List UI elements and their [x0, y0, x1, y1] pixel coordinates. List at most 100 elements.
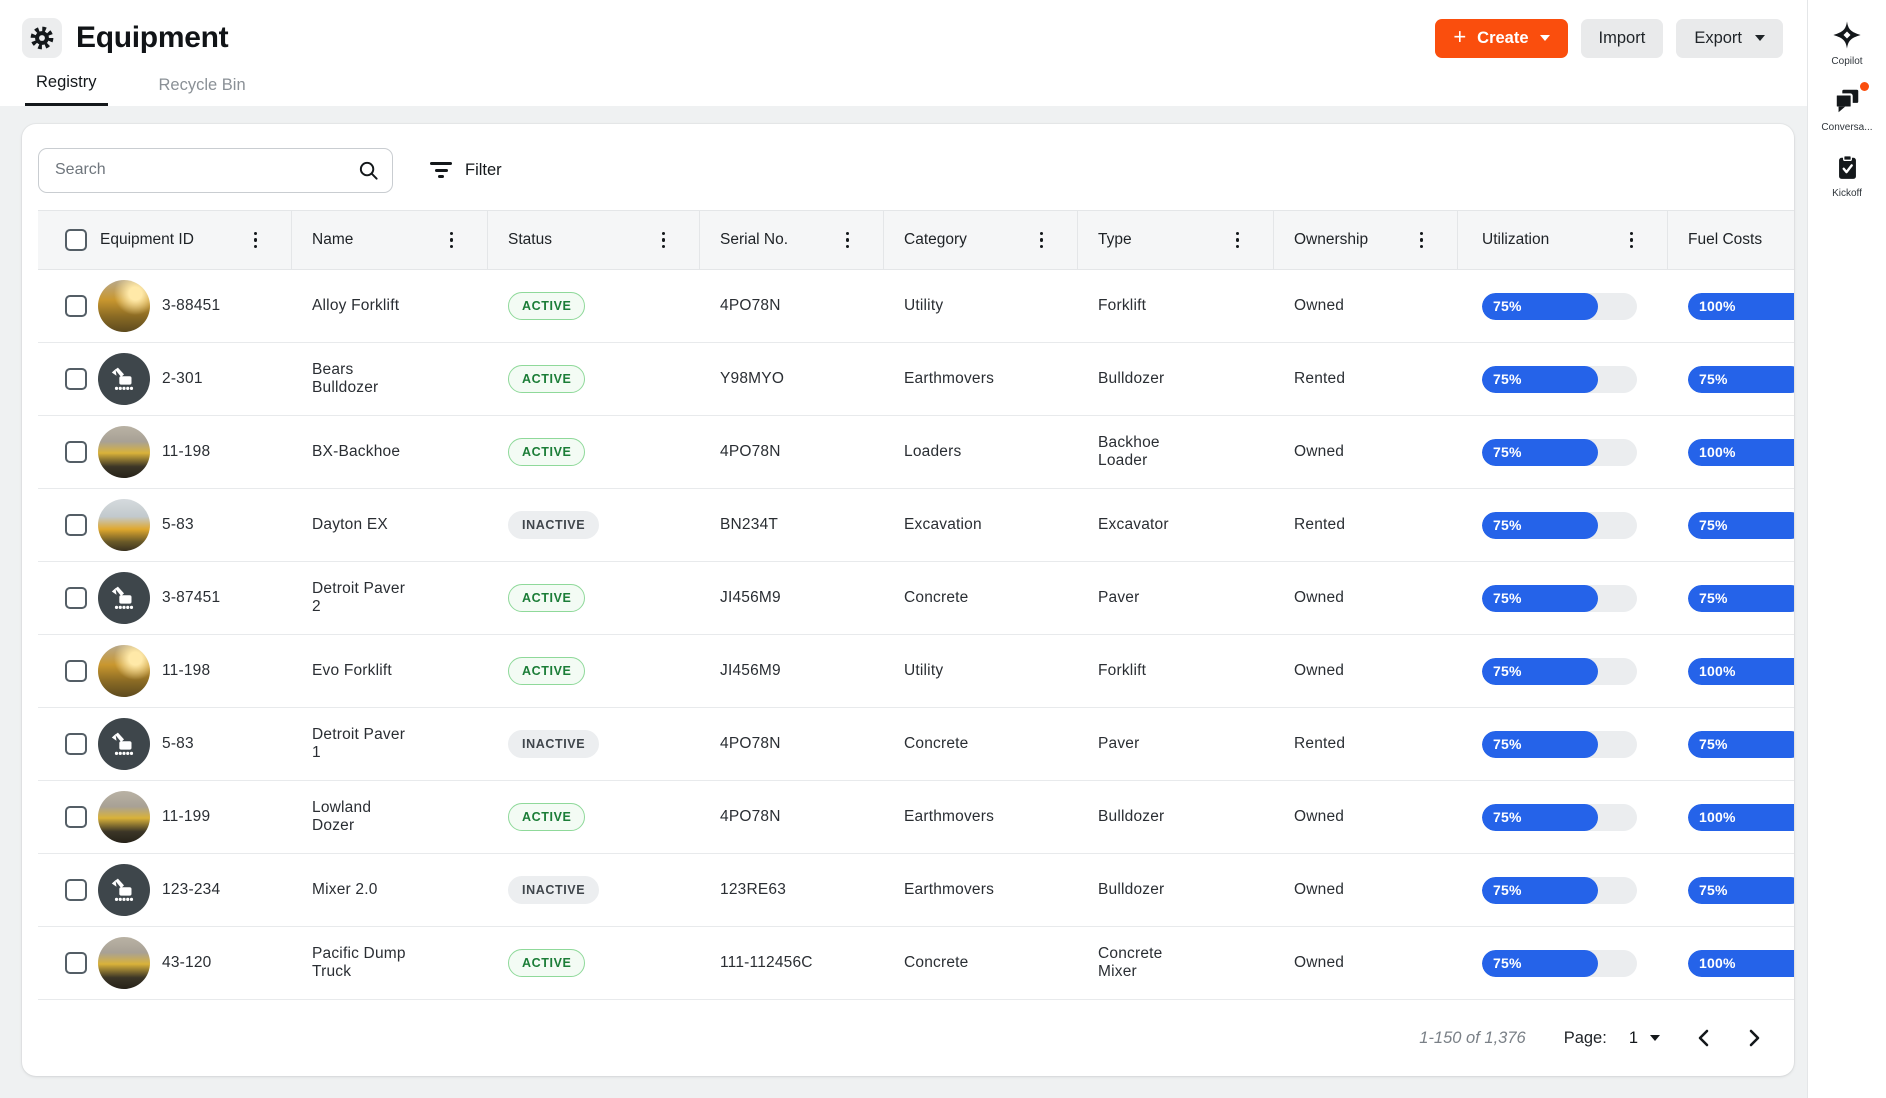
type-value: Bulldozer — [1098, 369, 1165, 387]
column-menu-icon[interactable] — [1036, 228, 1048, 253]
equipment-name: Detroit Paver 2 — [312, 579, 406, 615]
tab-bar: Registry Recycle Bin — [0, 64, 1807, 106]
filter-button[interactable]: Filter — [429, 161, 502, 180]
plus-icon: + — [1453, 24, 1467, 49]
fuel-costs-value: 100% — [1699, 809, 1736, 825]
rail-item-copilot[interactable]: Copilot — [1809, 20, 1885, 67]
row-checkbox[interactable] — [65, 806, 87, 828]
ownership-value: Owned — [1294, 954, 1345, 971]
chevron-left-icon — [1698, 1029, 1709, 1047]
equipment-thumbnail — [98, 353, 150, 405]
column-header-fuel-costs: Fuel Costs — [1668, 211, 1794, 269]
row-checkbox[interactable] — [65, 660, 87, 682]
table-row[interactable]: 5-83 Detroit Paver 1 INACTIVE 4PO78N Con… — [38, 708, 1794, 781]
content-area: Filter Equipment ID Name — [0, 106, 1807, 1098]
rail-item-conversations[interactable]: Conversa... — [1809, 82, 1885, 133]
utilization-bar: 75% — [1482, 292, 1637, 320]
column-menu-icon[interactable] — [1232, 228, 1244, 253]
equipment-thumbnail — [98, 937, 150, 989]
category-value: Utility — [904, 297, 944, 314]
column-header-serial: Serial No. — [700, 211, 884, 269]
column-menu-icon[interactable] — [446, 228, 458, 253]
row-checkbox[interactable] — [65, 879, 87, 901]
type-value: Bulldozer — [1098, 880, 1165, 898]
tab-registry[interactable]: Registry — [25, 73, 108, 106]
column-menu-icon[interactable] — [1626, 228, 1638, 253]
tab-recycle-bin[interactable]: Recycle Bin — [158, 76, 246, 94]
registry-card: Filter Equipment ID Name — [22, 124, 1794, 1076]
fuel-costs-value: 100% — [1699, 298, 1736, 314]
create-button[interactable]: + Create — [1435, 18, 1568, 58]
fuel-costs-bar: 75% — [1688, 584, 1794, 612]
fuel-costs-bar: 100% — [1688, 292, 1794, 320]
utilization-bar: 75% — [1482, 730, 1637, 758]
import-button[interactable]: Import — [1580, 18, 1664, 58]
status-badge: INACTIVE — [508, 876, 600, 904]
utilization-bar: 75% — [1482, 511, 1637, 539]
equipment-id: 11-198 — [162, 662, 211, 679]
filter-icon — [429, 162, 453, 178]
equipment-name: Dayton EX — [312, 515, 388, 533]
status-badge: ACTIVE — [508, 365, 586, 393]
category-value: Loaders — [904, 443, 962, 460]
row-checkbox[interactable] — [65, 587, 87, 609]
status-badge: ACTIVE — [508, 438, 586, 466]
fuel-costs-bar: 75% — [1688, 511, 1794, 539]
rail-item-kickoff[interactable]: Kickoff — [1809, 152, 1885, 199]
notification-dot — [1860, 82, 1869, 91]
fuel-costs-bar: 75% — [1688, 730, 1794, 758]
column-menu-icon[interactable] — [250, 228, 262, 253]
select-all-checkbox[interactable] — [65, 229, 87, 251]
table-row[interactable]: 43-120 Pacific Dump Truck ACTIVE 111-112… — [38, 927, 1794, 1000]
table-row[interactable]: 11-199 Lowland Dozer ACTIVE 4PO78N Earth… — [38, 781, 1794, 854]
table-row[interactable]: 123-234 Mixer 2.0 INACTIVE 123RE63 Earth… — [38, 854, 1794, 927]
settings-button[interactable] — [22, 18, 62, 58]
category-value: Earthmovers — [904, 881, 995, 898]
utilization-bar: 75% — [1482, 438, 1637, 466]
row-checkbox[interactable] — [65, 368, 87, 390]
serial-number: JI456M9 — [720, 662, 781, 679]
equipment-id: 3-87451 — [162, 589, 221, 606]
table-row[interactable]: 11-198 BX-Backhoe ACTIVE 4PO78N Loaders … — [38, 416, 1794, 489]
utilization-bar: 75% — [1482, 365, 1637, 393]
column-menu-icon[interactable] — [658, 228, 670, 253]
search-icon — [359, 161, 378, 180]
column-label: Utilization — [1482, 231, 1550, 248]
column-header-category: Category — [884, 211, 1078, 269]
equipment-thumbnail — [98, 718, 150, 770]
equipment-id: 11-199 — [162, 808, 211, 825]
equipment-thumbnail — [98, 864, 150, 916]
row-checkbox[interactable] — [65, 441, 87, 463]
next-page-button[interactable] — [1736, 1020, 1772, 1056]
serial-number: 4PO78N — [720, 443, 781, 460]
type-value: Forklift — [1098, 661, 1147, 679]
export-button[interactable]: Export — [1676, 18, 1783, 58]
equipment-thumbnail — [98, 645, 150, 697]
serial-number: BN234T — [720, 516, 779, 533]
utilization-value: 75% — [1493, 517, 1522, 533]
previous-page-button[interactable] — [1686, 1020, 1722, 1056]
page-number-select[interactable]: 1 — [1629, 1029, 1660, 1048]
table-row[interactable]: 3-88451 Alloy Forklift ACTIVE 4PO78N Uti… — [38, 270, 1794, 343]
equipment-thumbnail — [98, 426, 150, 478]
row-checkbox[interactable] — [65, 733, 87, 755]
category-value: Utility — [904, 662, 944, 679]
type-value: Paver — [1098, 588, 1140, 606]
column-label: Type — [1098, 231, 1132, 248]
fuel-costs-value: 100% — [1699, 444, 1736, 460]
column-menu-icon[interactable] — [1416, 228, 1428, 253]
table-row[interactable]: 3-87451 Detroit Paver 2 ACTIVE JI456M9 C… — [38, 562, 1794, 635]
search-input[interactable] — [38, 147, 393, 193]
page-label: Page: — [1563, 1028, 1607, 1047]
equipment-thumbnail — [98, 499, 150, 551]
fuel-costs-bar: 100% — [1688, 438, 1794, 466]
table-row[interactable]: 11-198 Evo Forklift ACTIVE JI456M9 Utili… — [38, 635, 1794, 708]
row-checkbox[interactable] — [65, 295, 87, 317]
column-menu-icon[interactable] — [842, 228, 854, 253]
table-row[interactable]: 5-83 Dayton EX INACTIVE BN234T Excavatio… — [38, 489, 1794, 562]
fuel-costs-bar: 100% — [1688, 803, 1794, 831]
row-checkbox[interactable] — [65, 514, 87, 536]
row-checkbox[interactable] — [65, 952, 87, 974]
utilization-bar: 75% — [1482, 949, 1637, 977]
table-row[interactable]: 2-301 Bears Bulldozer ACTIVE Y98MYO Eart… — [38, 343, 1794, 416]
